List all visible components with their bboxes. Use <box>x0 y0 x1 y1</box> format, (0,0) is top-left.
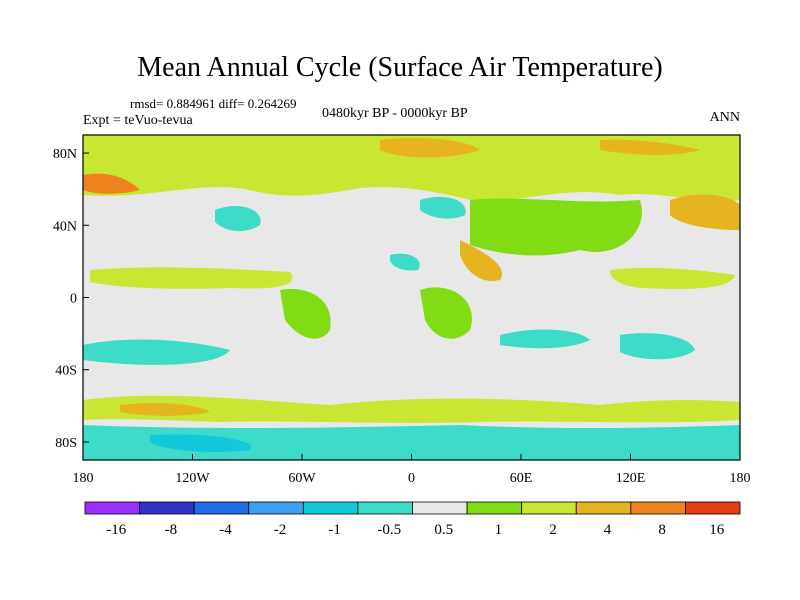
alaska-warm-patch <box>83 173 140 194</box>
colorbar-label: 4 <box>604 522 612 538</box>
colorbar-swatch <box>685 501 741 515</box>
eurasia-warm-area <box>470 198 642 256</box>
indian-ocean-cool <box>500 329 590 349</box>
south-america-warm <box>280 289 331 339</box>
x-tick-label: 0 <box>408 471 415 486</box>
pacific-warm-patch <box>670 194 740 230</box>
middle-east-warm-patch <box>460 240 502 281</box>
southern-ocean-band <box>83 395 740 423</box>
colorbar-label: 8 <box>658 522 666 538</box>
siberia-warm-patch <box>600 139 700 155</box>
arctic-warm-patch <box>380 138 480 158</box>
x-tick-label: 180 <box>73 471 94 486</box>
na-cool-patch <box>215 205 261 232</box>
colorbar-swatch <box>139 501 195 515</box>
colorbar-swatch <box>302 501 359 515</box>
tropical-pacific-band <box>90 267 293 289</box>
europe-cool-patch <box>420 196 466 219</box>
season-label: ANN <box>709 110 740 125</box>
south-pacific-cool <box>83 339 230 365</box>
africa-warm <box>420 287 472 339</box>
period-label: 0480kyr BP - 0000kyr BP <box>322 106 468 121</box>
map-title: Mean Annual Cycle (Surface Air Temperatu… <box>137 52 663 83</box>
colorbar-label: -1 <box>328 522 341 538</box>
colorbar-label: 2 <box>549 522 557 538</box>
colorbar-label: -2 <box>274 522 287 538</box>
y-tick-label: 80S <box>55 436 77 451</box>
colorbar-swatch <box>193 501 250 515</box>
y-tick-label: 40N <box>53 219 77 234</box>
colorbar-swatch <box>84 501 140 515</box>
stats-text: rmsd= 0.884961 diff= 0.264269 <box>130 96 297 111</box>
colorbar-swatch <box>575 501 632 515</box>
x-tick-label: 60W <box>288 471 316 486</box>
australia-cool <box>620 333 695 360</box>
west-pacific-band <box>610 267 735 289</box>
x-tick-label: 60E <box>510 471 533 486</box>
x-tick-label: 120E <box>616 471 646 486</box>
antarctic-cool-patch <box>150 434 252 453</box>
colorbar-label: -8 <box>165 522 178 538</box>
colorbar-label: -0.5 <box>377 522 401 538</box>
colorbar-swatch <box>521 501 577 515</box>
y-tick-label: 80N <box>53 147 77 162</box>
sahara-cool-patch <box>390 253 420 271</box>
colorbar-label: 1 <box>495 522 503 538</box>
y-tick-label: 40S <box>55 364 77 379</box>
colorbar-label: -4 <box>219 522 232 538</box>
x-axis: 180 120W 60W 0 60E 120E 180 <box>73 454 751 486</box>
colorbar-swatch <box>357 501 413 515</box>
antarctic-band <box>83 425 740 460</box>
colorbar-label: -16 <box>106 522 126 538</box>
colorbar-swatch <box>466 501 523 515</box>
colorbar-swatch <box>412 501 468 515</box>
colorbar-label: 0.5 <box>434 522 453 538</box>
colorbar-label: 16 <box>709 522 725 538</box>
y-tick-label: 0 <box>70 292 77 307</box>
experiment-label: Expt = teVuo-tevua <box>83 113 193 128</box>
colorbar: -16 -8 -4 -2 -1 -0.5 0.5 1 2 4 8 16 <box>84 501 741 538</box>
southern-warm-patch <box>120 402 210 416</box>
anomaly-field <box>83 135 740 460</box>
colorbar-swatch <box>630 501 686 515</box>
arctic-band <box>83 135 740 202</box>
colorbar-swatch <box>248 501 304 515</box>
y-axis: 80N 40N 0 40S 80S <box>53 147 89 451</box>
x-tick-label: 120W <box>175 471 210 486</box>
x-tick-label: 180 <box>730 471 751 486</box>
